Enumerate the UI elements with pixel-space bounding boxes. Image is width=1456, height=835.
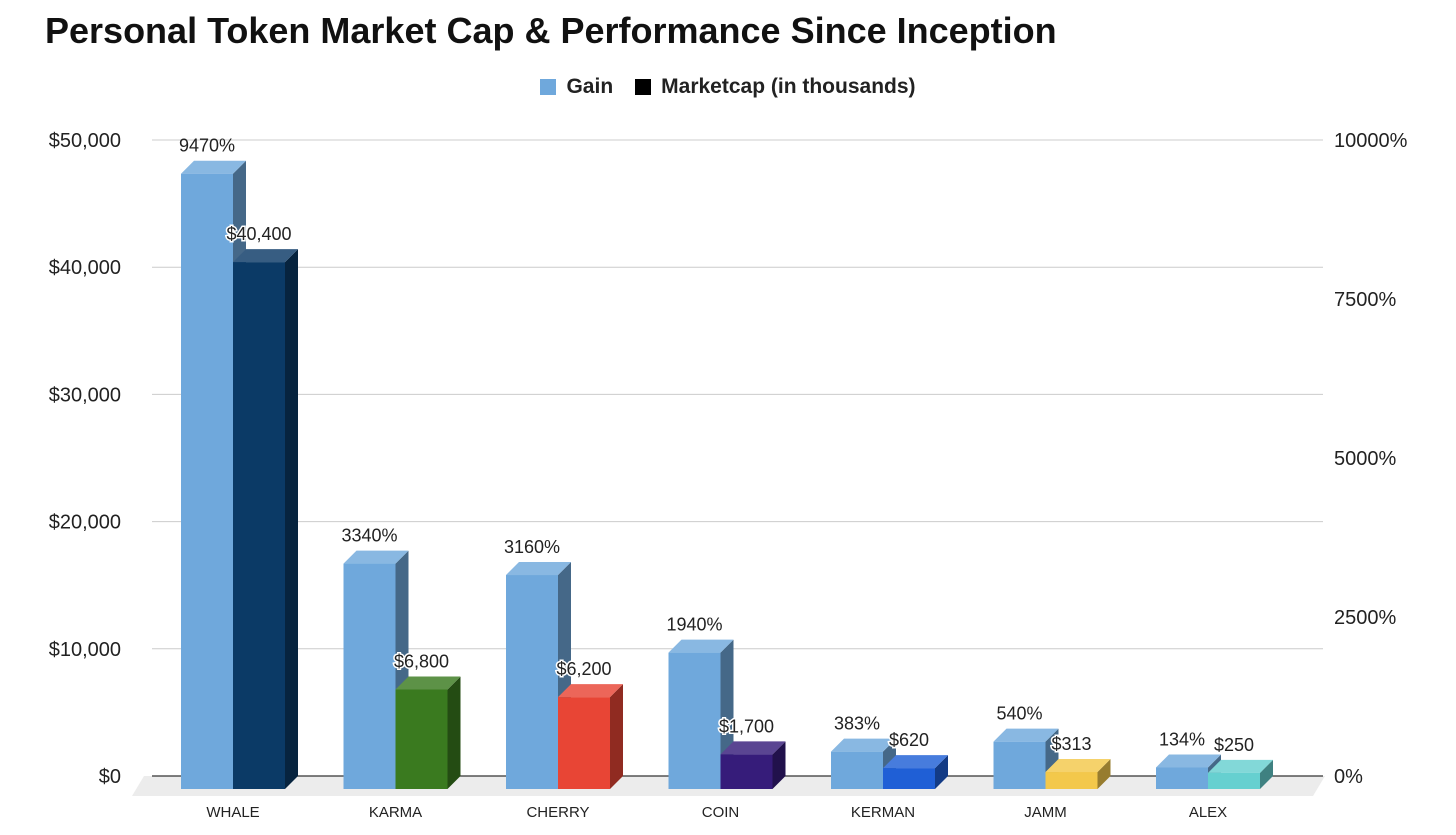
bar-marketcap-top	[720, 741, 786, 755]
bar-marketcap-side	[285, 249, 298, 789]
bar-marketcap	[233, 262, 285, 789]
y-right-tick-label: 7500%	[1334, 289, 1396, 311]
legend-label-marketcap: Marketcap (in thousands)	[661, 75, 916, 98]
y-left-tick-label: $40,000	[49, 257, 121, 279]
bar-marketcap	[720, 754, 773, 789]
legend-item-gain: Gain	[540, 75, 613, 99]
bar-marketcap-side	[610, 684, 623, 789]
bar-marketcap-top	[558, 684, 623, 698]
y-right-tick-label: 0%	[1334, 766, 1363, 788]
bar-marketcap	[1045, 772, 1098, 789]
legend-label-gain: Gain	[566, 75, 614, 98]
bar-gain	[993, 741, 1046, 789]
x-category-label: ALEX	[1189, 804, 1227, 821]
bar-marketcap-top	[395, 676, 461, 690]
data-label-marketcap: $250	[1214, 735, 1254, 755]
bar-marketcap	[1208, 772, 1260, 789]
bar-gain	[831, 751, 883, 789]
y-right-tick-label: 2500%	[1334, 607, 1396, 629]
y-left-tick-label: $50,000	[49, 130, 121, 152]
bar-marketcap-side	[935, 755, 948, 789]
data-label-marketcap: $40,400	[226, 224, 291, 244]
bar-gain	[181, 173, 233, 789]
data-label-gain: 134%	[1159, 729, 1205, 749]
data-label-marketcap: $6,200	[556, 659, 611, 679]
y-left-tick-label: $0	[99, 766, 121, 788]
bar-marketcap-side	[772, 741, 786, 789]
data-label-marketcap: $313	[1051, 734, 1091, 754]
bar-gain-top	[506, 562, 571, 576]
x-category-label: CHERRY	[526, 804, 589, 821]
legend-swatch-marketcap	[635, 79, 652, 95]
data-label-gain: 9470%	[179, 136, 235, 156]
bar-marketcap	[558, 697, 610, 789]
data-label-marketcap: $1,700	[719, 716, 774, 736]
y-left-tick-label: $20,000	[49, 512, 121, 534]
data-label-gain: 3160%	[504, 537, 560, 557]
x-category-label: KERMAN	[851, 804, 915, 821]
legend-swatch-gain	[540, 79, 557, 95]
x-category-label: KARMA	[369, 804, 422, 821]
bar-marketcap-top	[883, 755, 948, 769]
bar-gain-top	[1156, 754, 1221, 768]
bar-gain-top	[181, 160, 246, 174]
bar-marketcap	[883, 768, 935, 789]
bar-gain-top	[668, 639, 734, 653]
bar-marketcap-top	[1045, 759, 1111, 773]
data-label-gain: 383%	[834, 714, 880, 734]
bar-marketcap	[395, 689, 448, 789]
data-label-marketcap: $6,800	[394, 652, 449, 672]
bar-marketcap-top	[1208, 759, 1273, 773]
bar-marketcap-side	[1260, 759, 1273, 789]
x-category-label: WHALE	[206, 804, 259, 821]
chart-legend: Gain Marketcap (in thousands)	[0, 75, 1456, 99]
bar-marketcap-top	[233, 249, 298, 263]
data-label-gain: 3340%	[341, 526, 397, 546]
bar-gain-top	[993, 728, 1059, 742]
y-left-tick-label: $10,000	[49, 639, 121, 661]
bar-gain-top	[831, 738, 896, 752]
bar-marketcap-side	[447, 676, 461, 789]
chart-title: Personal Token Market Cap & Performance …	[45, 10, 1057, 51]
data-label-gain: 540%	[996, 704, 1042, 724]
bar-gain	[1156, 767, 1208, 789]
bar-gain	[343, 563, 396, 789]
data-label-marketcap: $620	[889, 730, 929, 750]
data-label-gain: 1940%	[666, 615, 722, 635]
bar-gain-top	[343, 550, 409, 564]
y-right-tick-label: 10000%	[1334, 130, 1408, 152]
y-left-tick-label: $30,000	[49, 384, 121, 406]
x-category-label: JAMM	[1024, 804, 1067, 821]
x-category-label: COIN	[702, 804, 740, 821]
bar-gain	[506, 575, 558, 789]
bar-gain	[668, 652, 721, 789]
legend-item-marketcap: Marketcap (in thousands)	[635, 75, 916, 99]
bar-marketcap-side	[1097, 759, 1111, 789]
y-right-tick-label: 5000%	[1334, 448, 1396, 470]
